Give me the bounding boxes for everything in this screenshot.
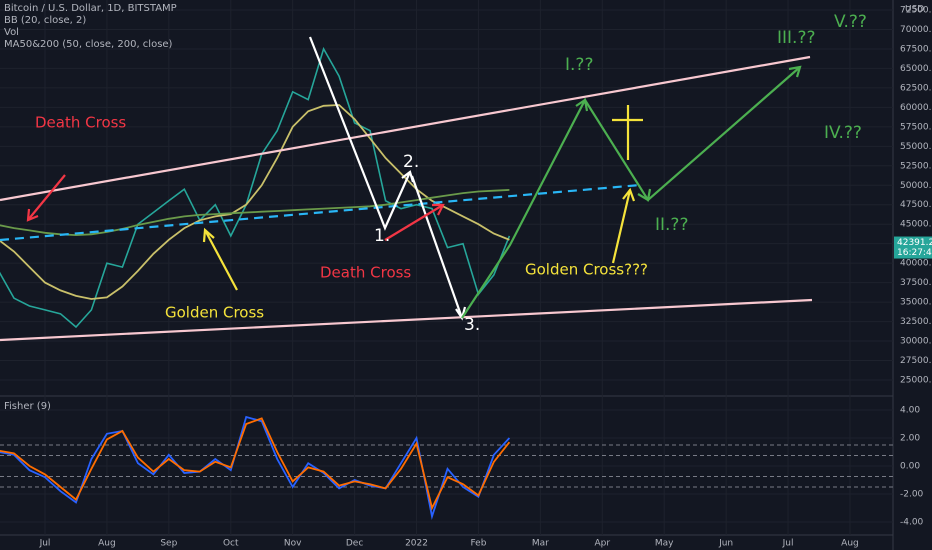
y-tick-label: 2.00 [900,434,920,444]
annotation: 3. [464,315,480,335]
x-tick-label: Jul [782,539,794,549]
series-line [0,417,511,511]
chart-title: Bitcoin / U.S. Dollar, 1D, BITSTAMP [4,3,177,14]
arrow-head [622,187,636,202]
annotation: 2. [403,152,419,172]
y-tick-label: 40000.00 [900,259,932,269]
arrow-head [202,227,215,243]
x-tick-label: Dec [346,539,363,549]
x-tick-label: Oct [223,539,239,549]
x-tick-label: Feb [470,539,486,549]
x-tick-label: Jun [718,539,733,549]
x-tick-label: Apr [594,539,610,549]
y-tick-label: 4.00 [900,406,920,416]
x-tick-label: Aug [841,539,859,549]
annotation: II.?? [655,215,688,235]
y-tick-label: 57500.00 [900,122,932,132]
arrow-head [432,203,445,216]
y-tick-label: 70000.00 [900,25,932,35]
y-tick-label: 37500.00 [900,278,932,288]
annotation: V.?? [834,12,867,32]
y-tick-label: 27500.00 [900,356,932,366]
y-tick-label: 45000.00 [900,220,932,230]
annotation: Golden Cross??? [525,261,648,279]
arrow-head [26,208,39,222]
y-tick-label: 32500.00 [900,317,932,327]
y-tick-label: 30000.00 [900,337,932,347]
channel-lower [0,298,813,342]
x-tick-label: Nov [284,539,302,549]
annotation: I.?? [565,55,593,75]
yellow-arrow [611,189,632,264]
y-tick-label: 35000.00 [900,298,932,308]
series-line [0,46,511,329]
red-arrow [27,174,66,221]
annotation: III.?? [777,28,816,48]
dashed-trend [0,183,641,242]
y-tick-label: -4.00 [900,517,924,527]
arrow-head [637,188,652,202]
y-tick-label: -2.00 [900,489,924,499]
x-tick-label: May [655,539,674,549]
y-tick-label: 25000.00 [900,375,932,385]
channel-upper [0,55,811,202]
last-price-label: 42391.25 [897,238,932,248]
indicator-label: BB (20, close, 2) [4,15,86,26]
annotation: Golden Cross [165,304,264,322]
y-tick-label: 50000.00 [900,181,932,191]
indicator-label: MA50&200 (50, close, 200, close) [4,39,173,50]
y-tick-label: 62500.00 [900,83,932,93]
y-tick-label: 0.00 [900,462,920,472]
indicator-label: Vol [4,27,19,38]
yellow-arrow [204,229,238,291]
x-tick-label: Aug [98,539,116,549]
drawings [0,36,813,342]
pane-title: Fisher (9) [4,401,51,412]
red-arrow [384,204,444,241]
currency: USD [905,5,924,15]
y-tick-label: 52500.00 [900,161,932,171]
x-tick-label: Mar [532,539,549,549]
arrow-head [575,98,589,112]
y-tick-label: 47500.00 [900,200,932,210]
annotation: 1. [374,226,390,246]
last-price-box [894,236,932,259]
annotation: IV.?? [824,123,862,143]
x-tick-label: 2022 [405,539,428,549]
countdown-label: 16:27:46 [897,248,932,258]
white-path [308,36,412,231]
annotation: Death Cross [35,114,126,132]
series-line [0,104,510,300]
y-tick-label: 55000.00 [900,142,932,152]
white-path [410,175,464,319]
series-line [0,189,510,237]
arrow-head [788,65,802,78]
y-tick-label: 72500.00 [900,6,932,16]
y-tick-label: 67500.00 [900,44,932,54]
y-tick-label: 65000.00 [900,64,932,74]
x-tick-label: Jul [39,539,51,549]
x-tick-label: Sep [160,539,177,549]
y-tick-label: 60000.00 [900,103,932,113]
annotation: Death Cross [320,264,411,282]
